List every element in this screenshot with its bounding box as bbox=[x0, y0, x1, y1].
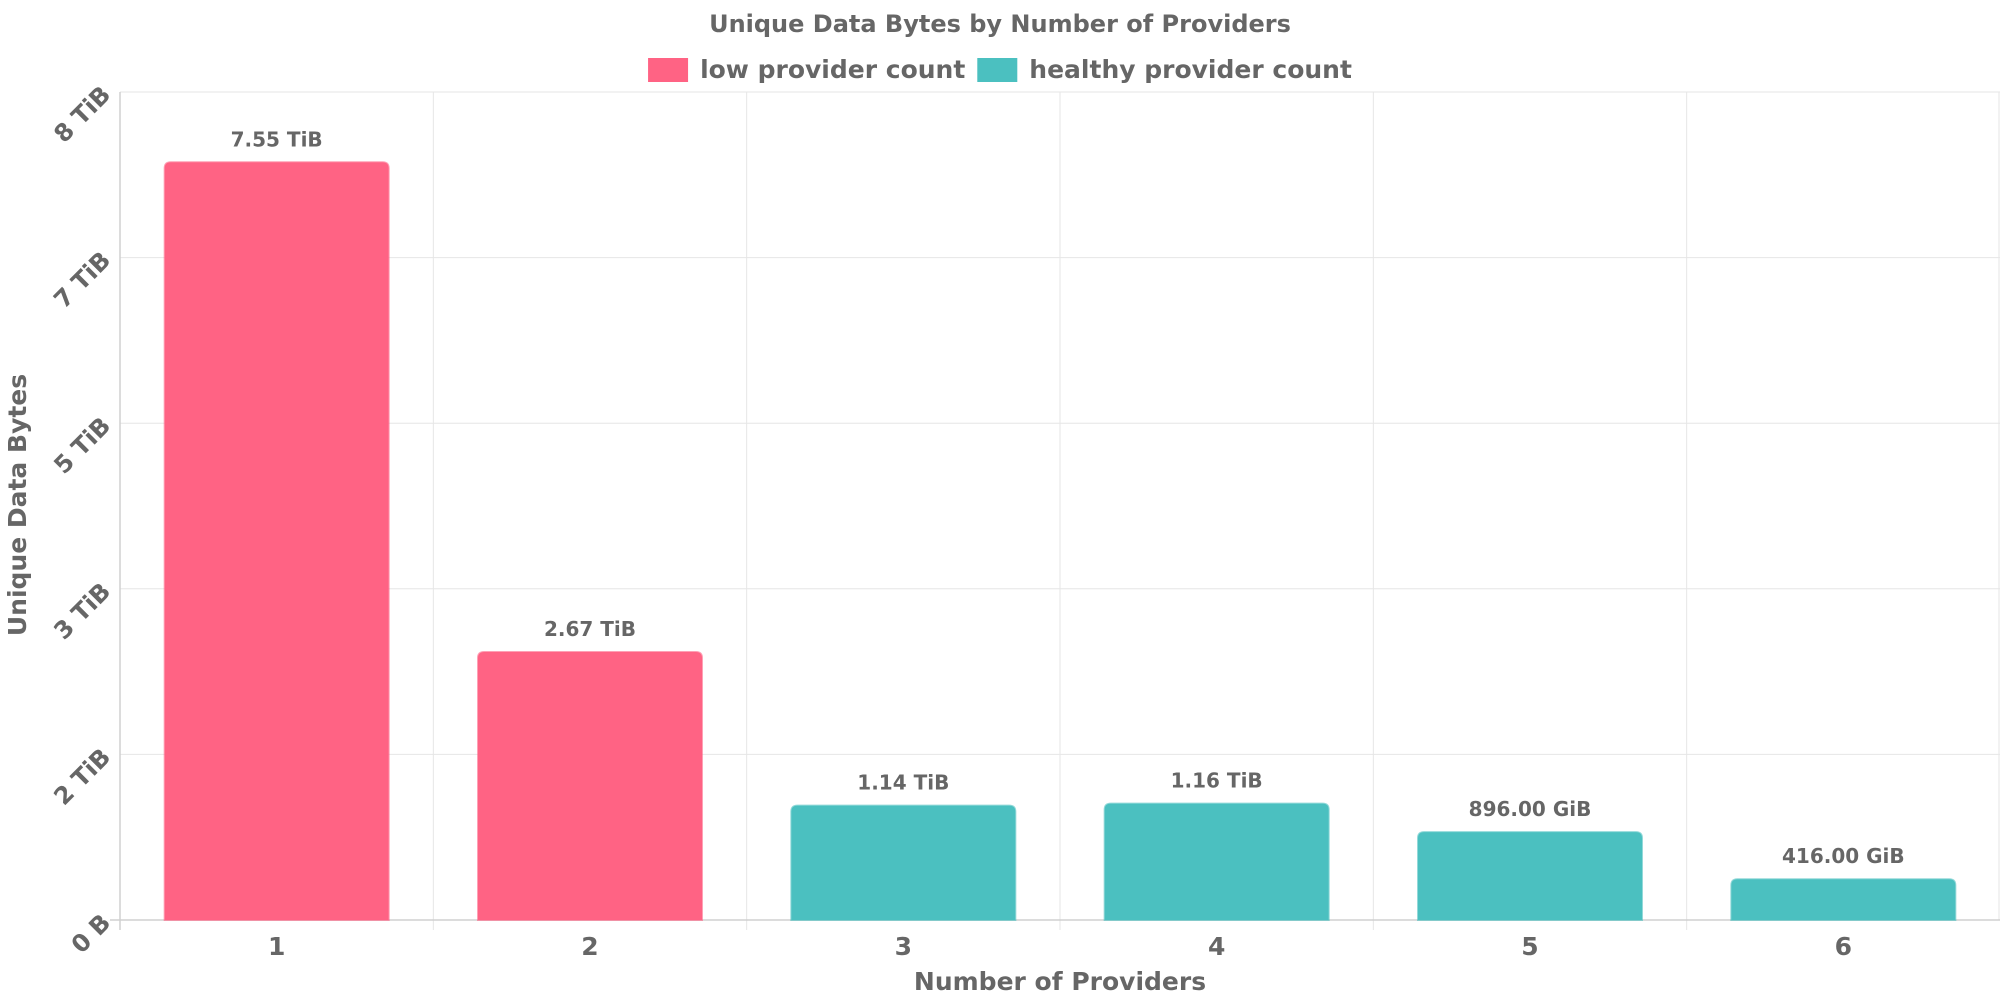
legend-label: low provider count bbox=[700, 55, 965, 84]
legend: low provider count healthy provider count bbox=[648, 55, 1352, 84]
y-tick-label: 0 B bbox=[66, 908, 116, 958]
legend-item: healthy provider count bbox=[977, 55, 1352, 84]
y-axis-title: Unique Data Bytes bbox=[3, 374, 32, 636]
grid bbox=[110, 91, 2000, 930]
bar bbox=[1730, 878, 1957, 921]
y-tick-label: 8 TiB bbox=[48, 80, 116, 148]
bar-value-label: 1.14 TiB bbox=[857, 771, 949, 795]
x-tick-label: 6 bbox=[1835, 932, 1852, 961]
legend-swatch bbox=[648, 58, 689, 82]
bar bbox=[790, 804, 1017, 921]
legend-item: low provider count bbox=[648, 55, 965, 84]
y-tick-label: 5 TiB bbox=[48, 412, 116, 480]
bar bbox=[163, 161, 390, 921]
chart-title: Unique Data Bytes by Number of Providers bbox=[709, 10, 1291, 38]
bar-value-label: 2.67 TiB bbox=[544, 617, 636, 641]
x-axis-ticks: 1 2 3 4 5 6 bbox=[268, 932, 1852, 961]
y-tick-label: 2 TiB bbox=[48, 743, 116, 811]
bar-value-label: 896.00 GiB bbox=[1469, 797, 1592, 821]
x-tick-label: 2 bbox=[581, 932, 598, 961]
bar-value-label: 1.16 TiB bbox=[1171, 769, 1263, 793]
y-axis-ticks: 0 B 2 TiB 3 TiB 5 TiB 7 TiB 8 TiB bbox=[48, 80, 116, 958]
x-tick-label: 1 bbox=[268, 932, 285, 961]
bar bbox=[1103, 802, 1330, 921]
x-axis-title: Number of Providers bbox=[914, 967, 1206, 996]
y-tick-label: 3 TiB bbox=[48, 577, 116, 645]
data-labels: 7.55 TiB 2.67 TiB 1.14 TiB 1.16 TiB 896.00 G… bbox=[231, 127, 1905, 868]
x-tick-label: 5 bbox=[1521, 932, 1538, 961]
bar bbox=[1417, 831, 1643, 921]
bars bbox=[163, 161, 1957, 921]
legend-label: healthy provider count bbox=[1029, 55, 1352, 84]
bar bbox=[477, 651, 703, 921]
legend-swatch bbox=[977, 58, 1018, 82]
bar-value-label: 7.55 TiB bbox=[231, 127, 323, 151]
x-tick-label: 3 bbox=[895, 932, 912, 961]
x-tick-label: 4 bbox=[1208, 932, 1225, 961]
bar-value-label: 416.00 GiB bbox=[1782, 844, 1905, 868]
y-tick-label: 7 TiB bbox=[48, 246, 116, 314]
